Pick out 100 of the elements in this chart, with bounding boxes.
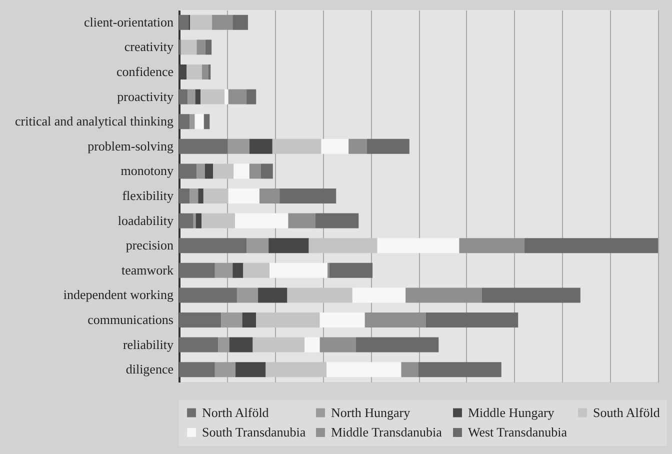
legend-label: North Hungary — [331, 404, 411, 420]
bar — [259, 188, 280, 204]
bar — [179, 138, 228, 154]
bar — [229, 337, 253, 352]
y-tick-label: critical and analytical thinking — [15, 114, 174, 129]
y-tick-label: precision — [126, 238, 174, 253]
bar — [213, 164, 234, 179]
bar — [179, 362, 215, 378]
bar — [224, 89, 228, 104]
bar — [221, 312, 242, 328]
bar — [205, 40, 212, 55]
bar — [214, 362, 236, 378]
legend-label: West Transdanubia — [468, 424, 568, 440]
y-tick-label: reliability — [122, 336, 174, 352]
bar — [190, 188, 198, 204]
bar — [179, 114, 190, 130]
bar — [179, 262, 215, 278]
bar — [320, 337, 356, 352]
y-tick-label: confidence — [116, 64, 174, 79]
bar — [200, 89, 225, 104]
bar — [203, 188, 228, 204]
bar — [236, 362, 266, 378]
bar — [228, 89, 247, 104]
y-tick-label: diligence — [126, 362, 174, 377]
bar — [212, 14, 233, 30]
bar — [260, 164, 273, 179]
bar — [418, 362, 502, 378]
y-tick-label: teamwork — [122, 262, 174, 278]
bar — [186, 64, 202, 80]
bar — [329, 262, 373, 278]
bar — [249, 164, 261, 179]
bar — [194, 114, 204, 130]
bar — [179, 213, 194, 228]
bar — [188, 89, 196, 104]
bar — [270, 262, 328, 278]
y-tick-label: flexibility — [122, 188, 174, 203]
y-tick-label: problem-solving — [88, 138, 174, 154]
bar — [426, 312, 518, 328]
bar — [406, 288, 482, 303]
bar — [366, 138, 410, 154]
legend-label: Middle Transdanubia — [331, 424, 442, 440]
bar — [196, 213, 202, 228]
y-tick-label: loadability — [118, 212, 174, 228]
bar — [287, 288, 352, 303]
bar — [179, 188, 190, 204]
bar — [242, 312, 256, 328]
y-tick-label: communications — [88, 312, 174, 327]
bar — [202, 64, 208, 80]
bar — [179, 288, 237, 303]
bar — [320, 312, 365, 328]
bar — [208, 64, 211, 80]
y-tick-label: monotony — [120, 163, 174, 178]
bar — [249, 138, 272, 154]
legend-label: South Alföld — [593, 404, 660, 420]
bar — [214, 262, 233, 278]
bar — [202, 213, 236, 228]
bar — [459, 238, 524, 254]
bar — [190, 114, 195, 130]
bar — [348, 138, 367, 154]
bar — [179, 14, 189, 30]
bar — [218, 337, 230, 352]
bar — [252, 337, 304, 352]
bar — [228, 138, 250, 154]
legend-label: South Transdanubia — [202, 424, 306, 440]
bar — [246, 238, 269, 254]
bar — [198, 188, 204, 204]
bar — [204, 114, 210, 130]
bar — [179, 312, 222, 328]
y-tick-label: creativity — [124, 39, 174, 54]
bar — [235, 213, 288, 228]
bar — [179, 238, 247, 254]
bar — [482, 288, 580, 303]
y-tick-label: client-orientation — [84, 14, 174, 30]
bar — [195, 89, 201, 104]
bar — [179, 337, 218, 352]
legend-label: North Alföld — [202, 404, 270, 420]
bar — [234, 164, 250, 179]
bar — [232, 14, 248, 30]
bar — [308, 238, 378, 254]
bar — [352, 288, 406, 303]
bar — [258, 288, 288, 303]
bar — [180, 40, 197, 55]
legend-label: Middle Hungary — [468, 404, 555, 420]
bar — [268, 238, 309, 254]
bar — [256, 312, 320, 328]
bar — [246, 89, 256, 104]
bar — [179, 89, 188, 104]
bar — [272, 138, 322, 154]
bar — [204, 164, 214, 179]
bar — [266, 362, 327, 378]
bar — [304, 337, 320, 352]
bar — [228, 188, 260, 204]
bar — [280, 188, 336, 204]
bar — [321, 138, 349, 154]
bar — [524, 238, 658, 254]
bar — [364, 312, 426, 328]
bar — [196, 40, 206, 55]
bar — [326, 362, 402, 378]
bar — [193, 213, 196, 228]
bar — [179, 64, 187, 80]
